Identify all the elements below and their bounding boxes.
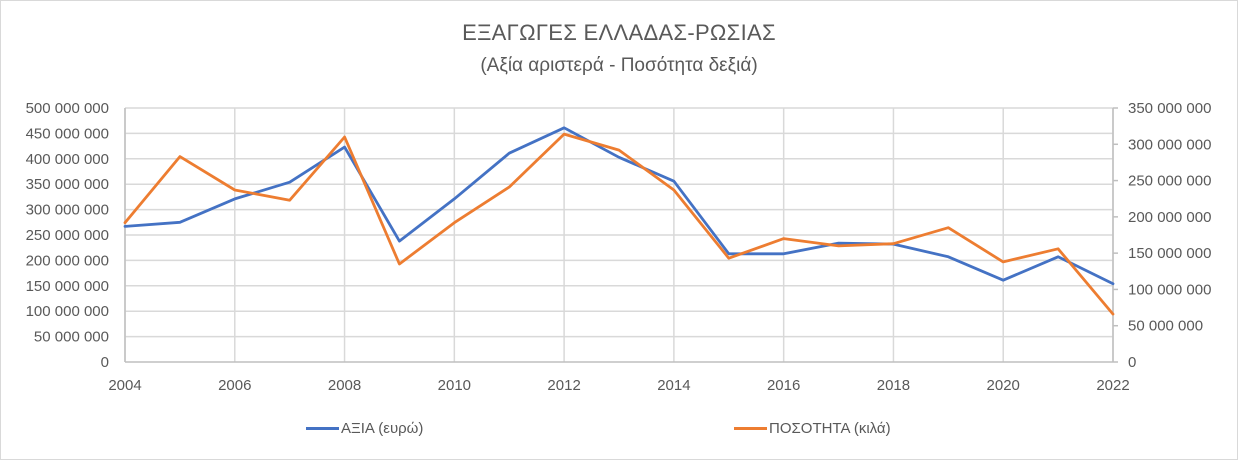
left-axis-tick-label: 0 <box>101 354 109 371</box>
x-axis-tick-label: 2022 <box>1096 377 1129 394</box>
x-axis-tick-label: 2012 <box>547 377 580 394</box>
legend-label-quantity: ΠΟΣΟΤΗΤΑ (κιλά) <box>769 420 891 437</box>
left-axis-tick-label: 450 000 000 <box>26 125 109 142</box>
series-line-quantity <box>123 132 1115 316</box>
left-axis-tick-label: 300 000 000 <box>26 202 109 219</box>
right-axis-tick-label: 350 000 000 <box>1128 100 1211 117</box>
x-axis-tick-label: 2014 <box>657 377 690 394</box>
x-axis-tick-label: 2008 <box>328 377 361 394</box>
left-axis-tick-label: 500 000 000 <box>26 100 109 117</box>
x-axis-tick-label: 2006 <box>218 377 251 394</box>
left-axis-tick-label: 200 000 000 <box>26 252 109 269</box>
right-axis-tick-label: 0 <box>1128 354 1136 371</box>
legend-swatch-value <box>306 427 339 430</box>
right-axis-tick-label: 200 000 000 <box>1128 209 1211 226</box>
right-axis-tick-label: 50 000 000 <box>1128 318 1203 335</box>
left-axis-tick-label: 50 000 000 <box>34 329 109 346</box>
legend-label-value: ΑΞΙΑ (ευρώ) <box>341 420 424 437</box>
x-axis-tick-label: 2018 <box>877 377 910 394</box>
legend-item-quantity: ΠΟΣΟΤΗΤΑ (κιλά) <box>734 420 891 437</box>
series-line-value <box>123 126 1115 286</box>
left-axis-tick-label: 400 000 000 <box>26 151 109 168</box>
right-axis-tick-label: 150 000 000 <box>1128 245 1211 262</box>
x-axis-tick-label: 2016 <box>767 377 800 394</box>
chart-title: ΕΞΑΓΩΓΕΣ ΕΛΛΑΔΑΣ-ΡΩΣΙΑΣ <box>462 20 776 45</box>
x-axis-tick-label: 2020 <box>987 377 1020 394</box>
right-axis-tick-label: 250 000 000 <box>1128 173 1211 190</box>
left-axis-tick-label: 100 000 000 <box>26 303 109 320</box>
right-axis-tick-label: 100 000 000 <box>1128 281 1211 298</box>
left-axis-tick-label: 350 000 000 <box>26 176 109 193</box>
left-axis-tick-label: 250 000 000 <box>26 227 109 244</box>
chart-subtitle: (Αξία αριστερά - Ποσότητα δεξιά) <box>480 55 758 76</box>
legend-item-value: ΑΞΙΑ (ευρώ) <box>306 420 423 437</box>
right-axis-tick-label: 300 000 000 <box>1128 136 1211 153</box>
x-axis-tick-label: 2004 <box>108 377 141 394</box>
legend-swatch-quantity <box>734 427 767 430</box>
left-axis-tick-label: 150 000 000 <box>26 278 109 295</box>
x-axis-tick-label: 2010 <box>438 377 471 394</box>
